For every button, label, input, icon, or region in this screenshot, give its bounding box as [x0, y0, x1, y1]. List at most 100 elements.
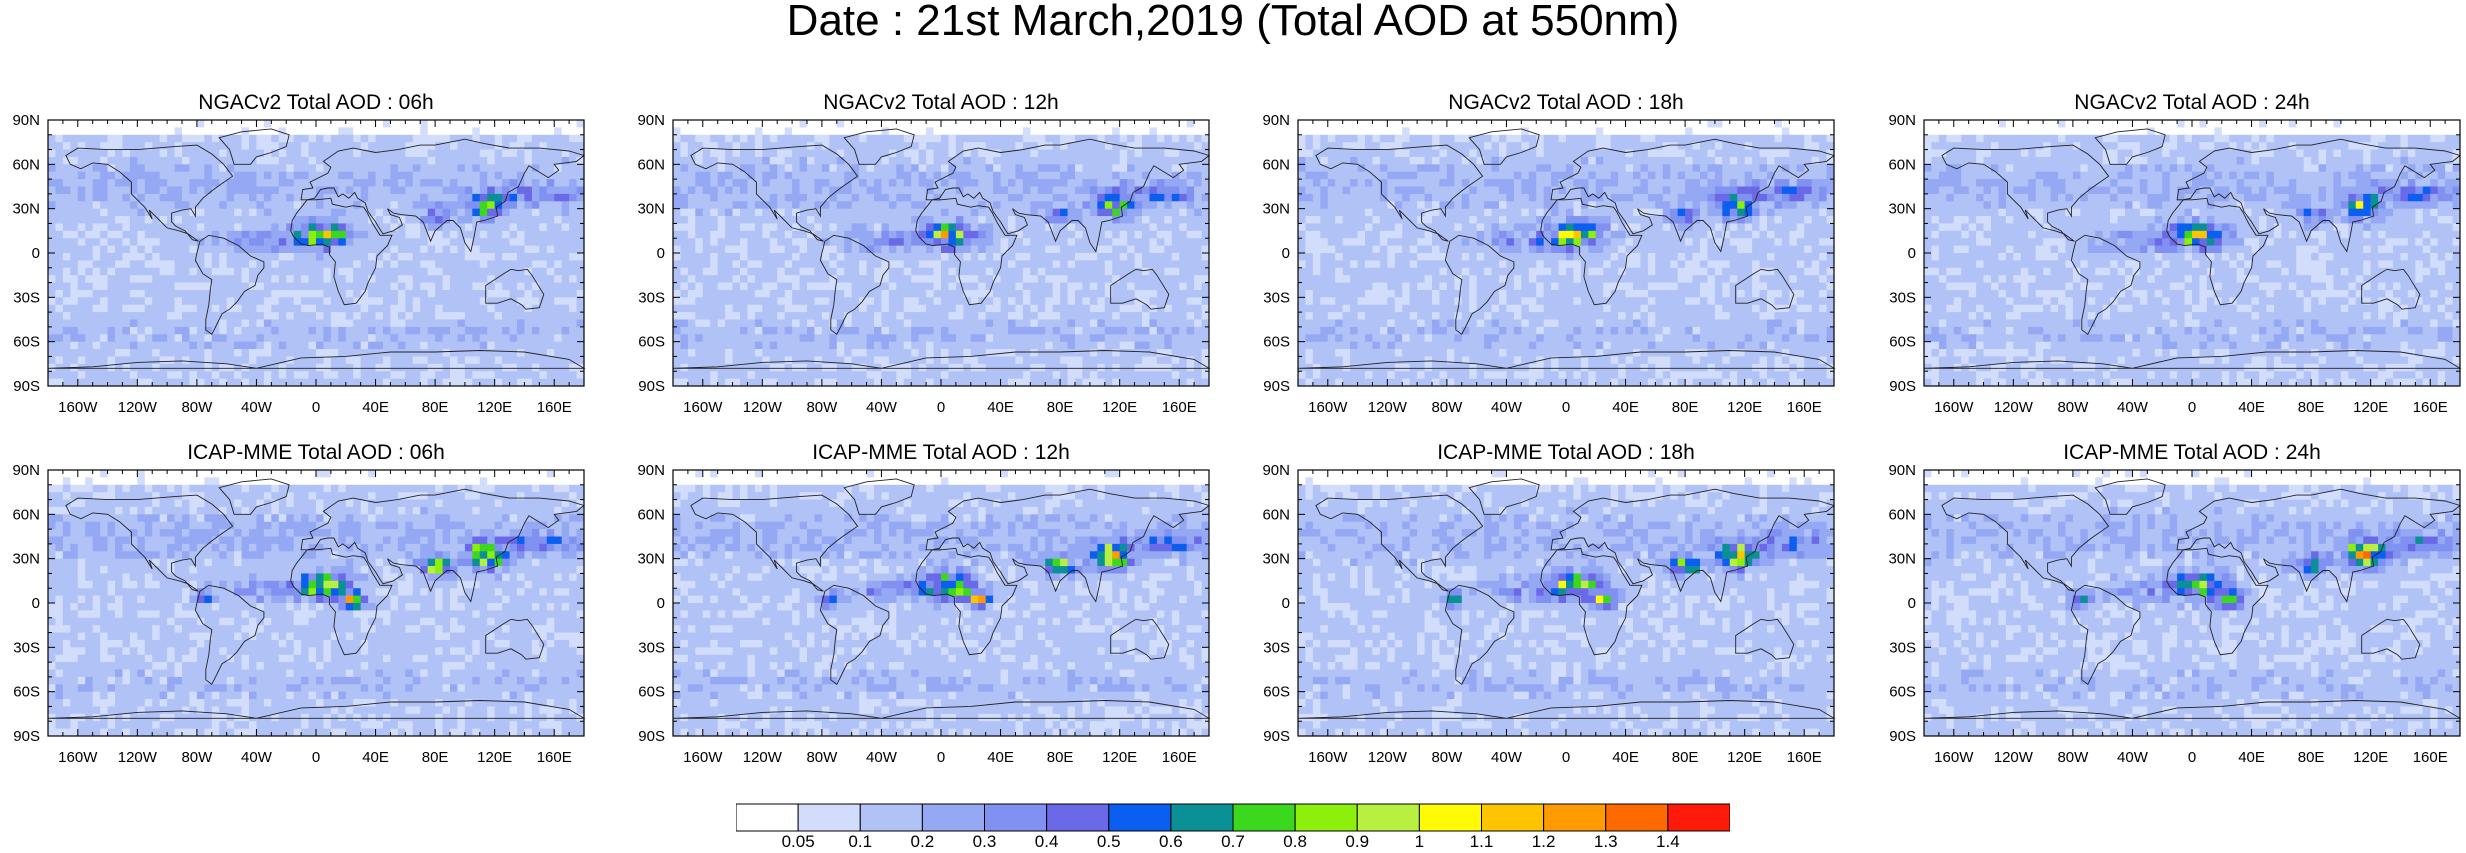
- lon-tick-label: 160W: [1934, 399, 1974, 416]
- lon-tick-label: 120W: [743, 749, 783, 766]
- continent-africa: [1540, 547, 1643, 656]
- lon-tick-label: 40E: [987, 399, 1014, 416]
- lon-tick-label: 120W: [118, 399, 158, 416]
- lat-tick-label: 90N: [12, 462, 40, 479]
- lat-tick-label: 60S: [1889, 684, 1916, 701]
- lat-tick-label: 60S: [13, 684, 40, 701]
- lon-tick-label: 160E: [1162, 399, 1197, 416]
- continent-south-america: [819, 584, 890, 685]
- continent-australia: [1735, 268, 1795, 310]
- continent-south-america: [1444, 234, 1515, 335]
- lat-tick-label: 90N: [1262, 112, 1290, 129]
- continent-greenland: [2094, 478, 2166, 515]
- lon-tick-label: 160E: [2413, 399, 2448, 416]
- lon-tick-label: 0: [1562, 749, 1570, 766]
- lon-tick-label: 0: [2188, 399, 2196, 416]
- lon-tick-label: 80W: [2057, 749, 2089, 766]
- lat-tick-label: 60S: [1889, 334, 1916, 351]
- continent-north-america: [1941, 494, 2110, 592]
- coastlines: [1297, 128, 1836, 369]
- lat-tick-label: 30S: [638, 289, 665, 306]
- aod-field: [1298, 120, 1835, 387]
- continent-eurasia: [2176, 488, 2461, 603]
- lat-tick-label: 0: [1282, 595, 1290, 612]
- continent-australia: [1110, 618, 1170, 660]
- colorbar-tick-label: 1: [1415, 833, 1424, 851]
- colorbar-tick-label: 1.3: [1594, 833, 1618, 851]
- axis-ticks: [1297, 119, 1835, 387]
- colorbar-tick-label: 0.3: [973, 833, 997, 851]
- continent-eurasia: [1550, 488, 1835, 603]
- colorbar-swatch: [921, 803, 986, 832]
- aod-map-panel: 90N 60N 30N 0 30S 60S 90S 160W 120W 80W 40W 0 40E 80E…: [1262, 112, 1836, 416]
- continent-north-america: [1941, 144, 2110, 242]
- lon-tick-label: 80W: [1431, 399, 1463, 416]
- aod-map-panel: 90N 60N 30N 0 30S 60S 90S 160W 120W 80W 40W 0 40E 80E…: [12, 112, 586, 416]
- lat-tick-label: 90S: [1263, 378, 1290, 395]
- lat-tick-label: 30N: [12, 551, 40, 568]
- coastlines: [672, 128, 1211, 369]
- lat-tick-label: 30S: [13, 289, 40, 306]
- colorbar: [736, 803, 1730, 832]
- panel-title: NGACv2 Total AOD : 06h: [46, 91, 586, 115]
- continent-australia: [485, 618, 545, 660]
- lon-tick-label: 40W: [1491, 749, 1523, 766]
- coastlines: [1297, 478, 1836, 719]
- coastlines: [1923, 128, 2462, 369]
- continent-south-america: [2070, 234, 2141, 335]
- colorbar-swatch: [1481, 803, 1545, 832]
- lon-tick-label: 40W: [1491, 399, 1523, 416]
- colorbar-swatch: [1667, 803, 1730, 832]
- continent-antarctica: [47, 350, 586, 369]
- colorbar-tick-label: 0.4: [1035, 833, 1059, 851]
- lat-tick-label: 0: [657, 245, 665, 262]
- axis-ticks: [47, 469, 585, 737]
- lat-tick-label: 30S: [638, 639, 665, 656]
- lat-tick-label: 90N: [1888, 462, 1916, 479]
- lat-tick-label: 90S: [13, 728, 40, 745]
- lon-tick-label: 80W: [2057, 399, 2089, 416]
- aod-field: [1924, 120, 2461, 387]
- coastlines: [672, 478, 1211, 719]
- lon-tick-label: 120E: [1727, 399, 1762, 416]
- continent-north-america: [65, 144, 234, 242]
- aod-map-panel: 90N 60N 30N 0 30S 60S 90S 160W 120W 80W 40W 0 40E 80E…: [637, 462, 1211, 766]
- lat-tick-label: 0: [657, 595, 665, 612]
- lon-tick-label: 160E: [1162, 749, 1197, 766]
- continent-eurasia: [2176, 138, 2461, 253]
- lat-tick-label: 60S: [638, 684, 665, 701]
- lon-tick-label: 80W: [1431, 749, 1463, 766]
- lon-tick-label: 160W: [1934, 749, 1974, 766]
- continent-south-america: [2070, 584, 2141, 685]
- aod-map-panel: 90N 60N 30N 0 30S 60S 90S 160W 120W 80W 40W 0 40E 80E…: [1888, 462, 2462, 766]
- continent-north-america: [1315, 144, 1484, 242]
- continent-south-america: [819, 234, 890, 335]
- lat-tick-label: 60S: [1263, 334, 1290, 351]
- panel-title: NGACv2 Total AOD : 18h: [1296, 91, 1836, 115]
- continent-antarctica: [1923, 700, 2462, 719]
- continent-africa: [915, 547, 1018, 656]
- continent-antarctica: [1297, 350, 1836, 369]
- axis-ticks: [47, 119, 585, 387]
- continent-africa: [290, 547, 393, 656]
- lon-tick-label: 40W: [2117, 399, 2149, 416]
- lat-tick-label: 60S: [1263, 684, 1290, 701]
- lon-tick-label: 0: [312, 749, 320, 766]
- continent-greenland: [843, 478, 915, 515]
- lon-tick-label: 120E: [477, 399, 512, 416]
- lat-tick-label: 30N: [637, 551, 665, 568]
- aod-map-panel: 90N 60N 30N 0 30S 60S 90S 160W 120W 80W 40W 0 40E 80E…: [637, 112, 1211, 416]
- continent-greenland: [1468, 128, 1540, 165]
- axis-ticks: [1923, 469, 2461, 737]
- lat-tick-label: 60N: [1888, 156, 1916, 173]
- lat-tick-label: 30S: [13, 639, 40, 656]
- lat-tick-label: 30N: [1262, 201, 1290, 218]
- lon-tick-label: 0: [1562, 399, 1570, 416]
- continent-eurasia: [300, 138, 585, 253]
- lon-tick-label: 120E: [2353, 399, 2388, 416]
- continent-south-america: [194, 584, 265, 685]
- lon-tick-label: 80E: [2298, 749, 2325, 766]
- lon-tick-label: 120W: [743, 399, 783, 416]
- lat-tick-label: 90S: [13, 378, 40, 395]
- axis-ticks: [672, 119, 1210, 387]
